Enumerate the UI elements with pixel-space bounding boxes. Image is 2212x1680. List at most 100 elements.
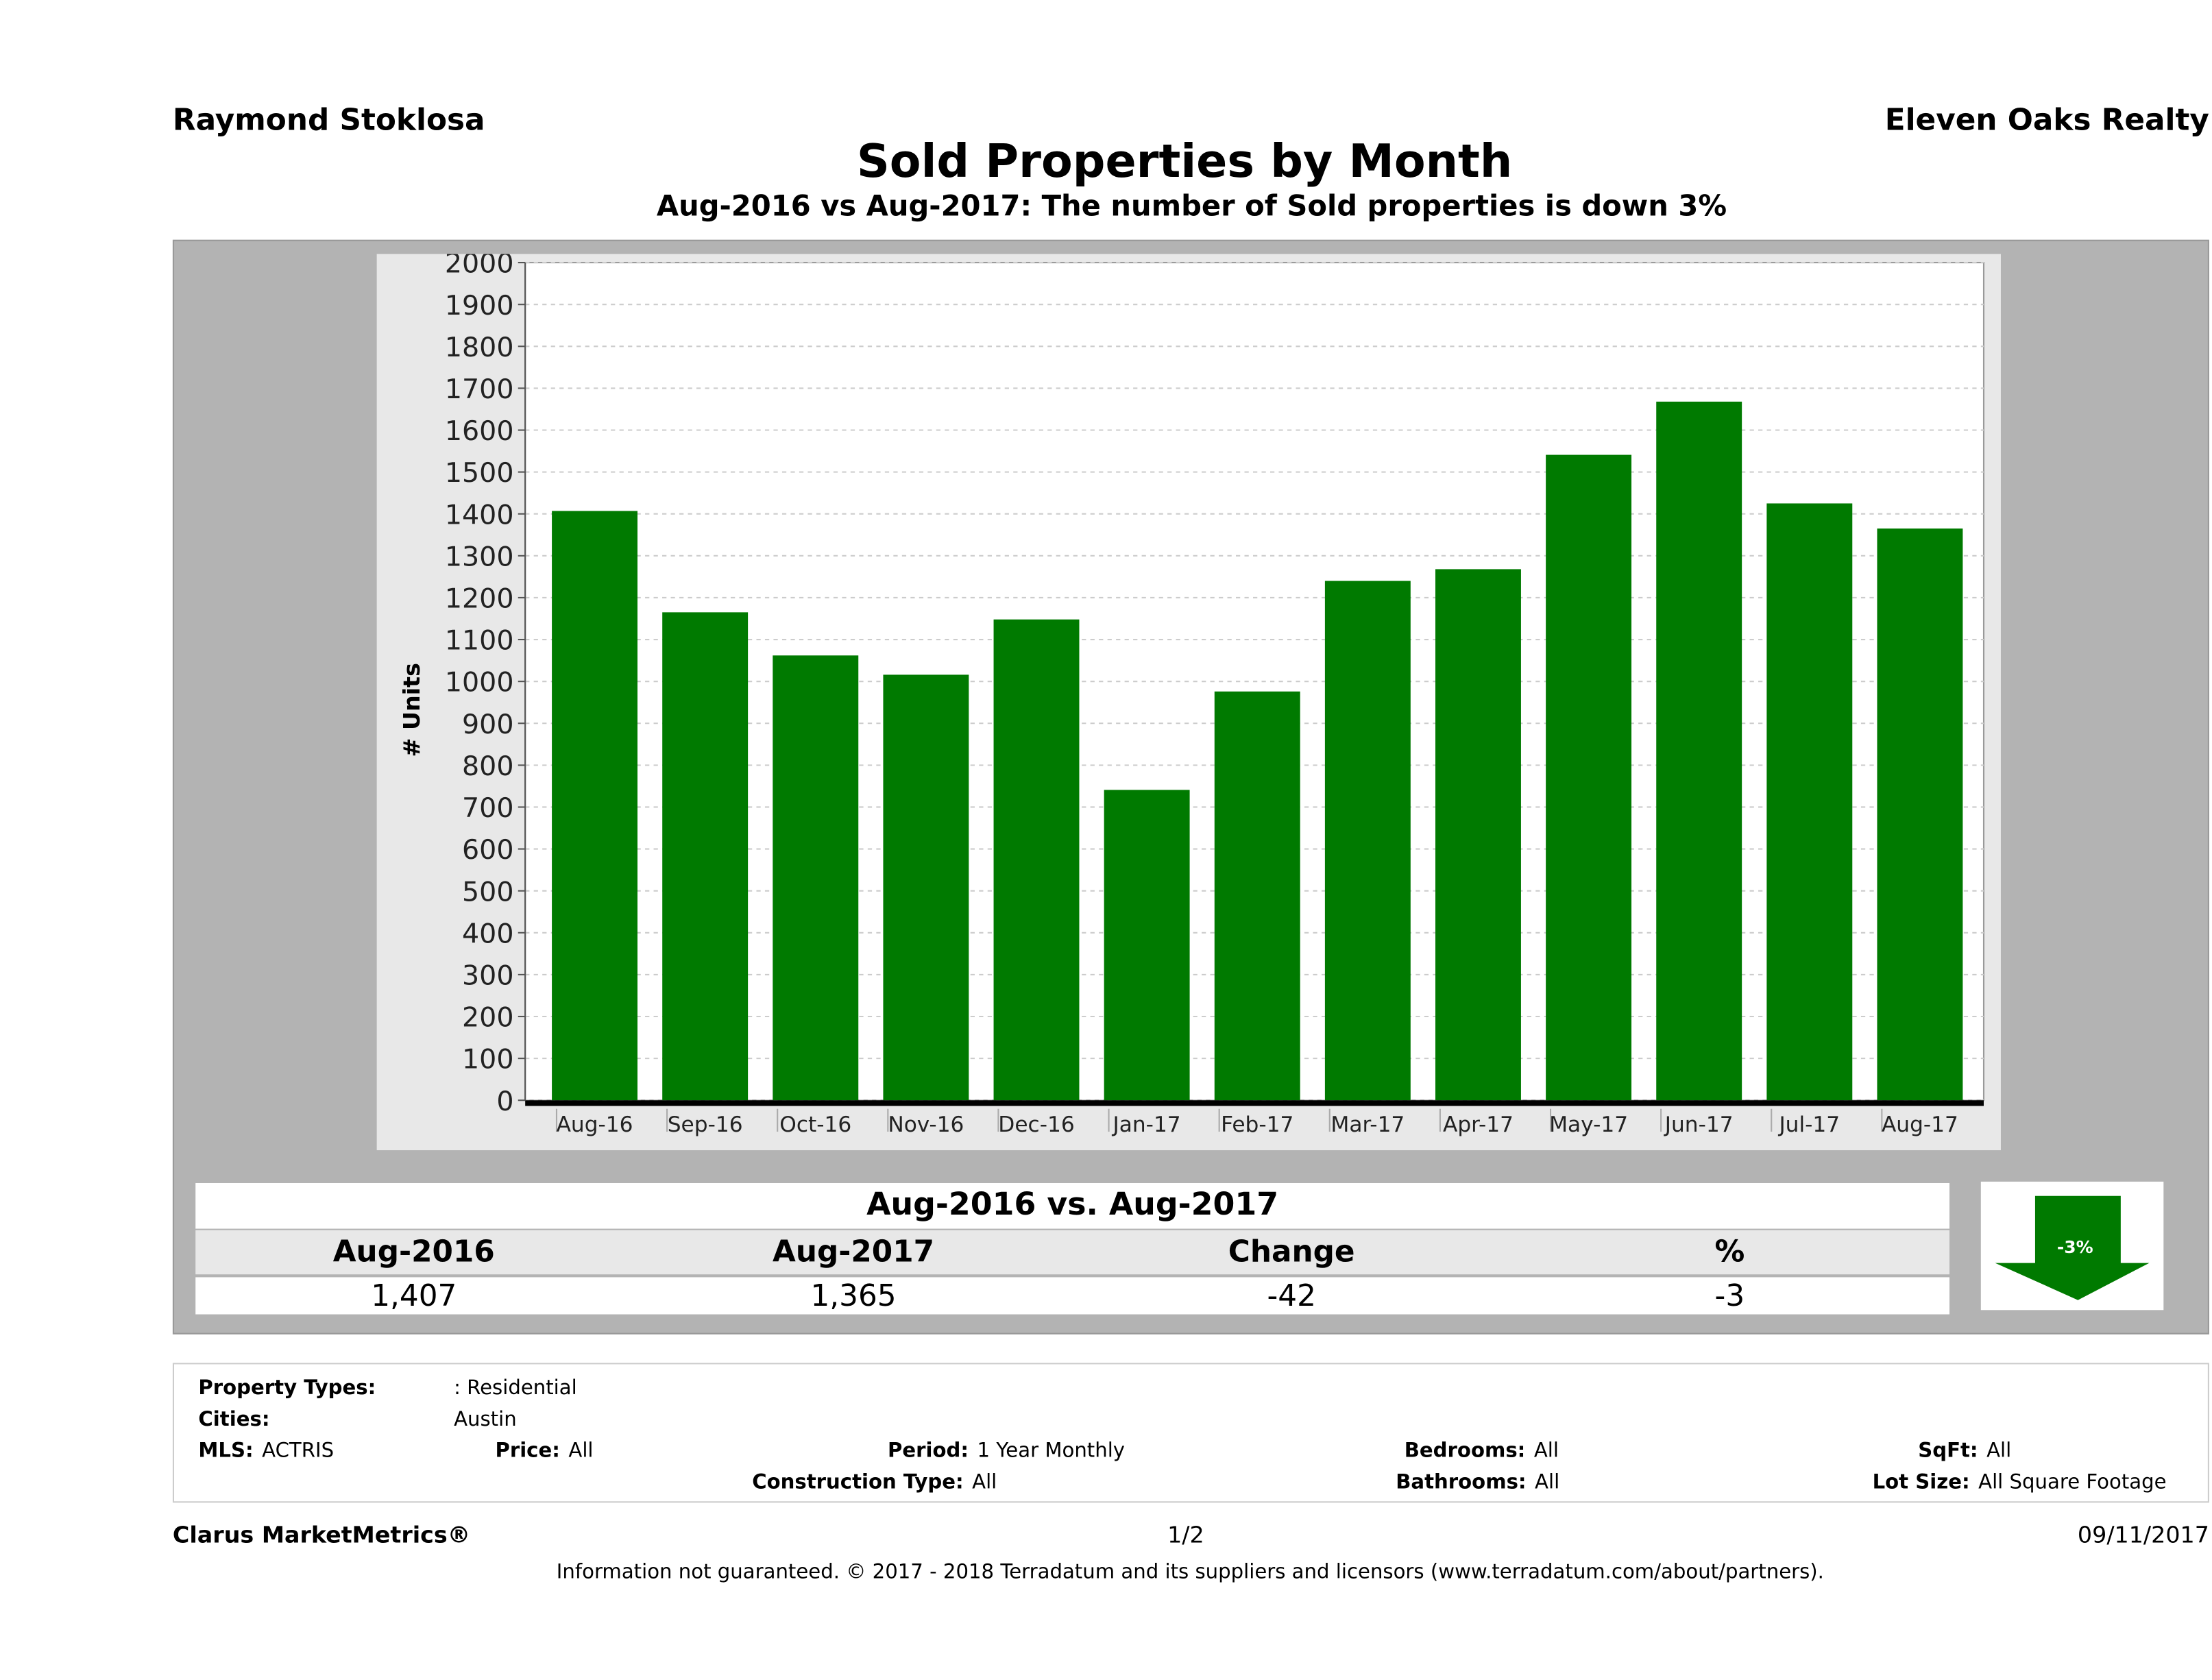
value: All: [972, 1471, 997, 1494]
y-tick-label: 1000: [445, 667, 514, 698]
y-tick-label: 100: [462, 1044, 513, 1075]
label: Property Types:: [198, 1377, 376, 1400]
y-tick-label: 1700: [445, 374, 514, 405]
label: MLS:: [198, 1439, 254, 1463]
x-tick-label: Nov-16: [888, 1112, 964, 1137]
bar: [1214, 691, 1300, 1101]
label: Period:: [888, 1439, 969, 1463]
x-tick-label: Feb-17: [1221, 1112, 1293, 1137]
bar: [1324, 581, 1411, 1101]
x-tick-label: May-17: [1549, 1112, 1628, 1137]
bar-chart: 0 100 200 300 400 500 600 700 800 900 1000 1100 1200…: [398, 254, 1985, 1137]
filter-criteria: Property Types: : Residential Cities: Au…: [172, 1363, 2209, 1503]
x-tick-label: Sep-16: [668, 1112, 743, 1137]
summary-header: Change: [1228, 1234, 1355, 1269]
summary-title: Aug-2016 vs. Aug-2017: [195, 1182, 1950, 1229]
bar: [773, 655, 859, 1101]
y-tick-label: 600: [462, 834, 513, 866]
value: 1 Year Monthly: [977, 1439, 1126, 1463]
y-tick-label: 1800: [445, 332, 514, 363]
value: All: [1533, 1439, 1559, 1463]
y-axis-label: # Units: [398, 663, 425, 757]
y-tick-label: 2000: [445, 254, 514, 280]
value: Austin: [454, 1408, 517, 1432]
y-tick-label: 0: [496, 1086, 513, 1117]
summary-value: -42: [1267, 1278, 1316, 1313]
agent-name: Raymond Stoklosa: [172, 102, 485, 137]
y-tick-label: 1300: [445, 541, 514, 572]
change-badge: -3%: [2057, 1237, 2093, 1257]
x-tick-label: Jun-17: [1664, 1112, 1734, 1137]
disclaimer: Information not guaranteed. © 2017 - 201…: [556, 1561, 1824, 1585]
label: Construction Type:: [752, 1471, 964, 1494]
filter-period: Period: 1 Year Monthly: [888, 1439, 1125, 1464]
bar: [662, 612, 749, 1101]
y-tick-label: 400: [462, 918, 513, 949]
y-tick-label: 200: [462, 1002, 513, 1034]
bar: [552, 511, 638, 1101]
x-tick-label: Mar-17: [1330, 1112, 1405, 1137]
footer-brand: Clarus MarketMetrics®: [172, 1521, 471, 1548]
label: Lot Size:: [1872, 1471, 1970, 1494]
filter-lot-size: Lot Size: All Square Footage: [1873, 1470, 2167, 1495]
bar: [1877, 528, 1963, 1101]
bar: [883, 674, 969, 1101]
label: Bedrooms:: [1404, 1439, 1526, 1463]
bar: [1656, 401, 1742, 1101]
value: : Residential: [454, 1377, 577, 1400]
page-number: 1/2: [1167, 1521, 1204, 1548]
summary-header: Aug-2017: [772, 1234, 935, 1269]
y-tick-label: 1100: [445, 625, 514, 657]
report-title: Sold Properties by Month: [856, 134, 1513, 188]
y-tick-label: 300: [462, 960, 513, 991]
summary-value: 1,365: [810, 1278, 897, 1313]
x-tick-label: Jan-17: [1112, 1112, 1181, 1137]
bar: [1104, 790, 1190, 1101]
y-tick-label: 1400: [445, 499, 514, 531]
summary-header: %: [1714, 1234, 1745, 1269]
summary-header: Aug-2016: [332, 1234, 495, 1269]
report-subtitle: Aug-2016 vs Aug-2017: The number of Sold…: [656, 188, 1727, 223]
y-tick-label: 900: [462, 709, 513, 740]
bar: [993, 619, 1080, 1101]
summary-value: 1,407: [371, 1278, 457, 1313]
value: All: [1986, 1439, 2012, 1463]
bar: [1766, 503, 1853, 1101]
summary-value-row: 1,407 1,365 -42 -3: [195, 1277, 1950, 1315]
bar: [1435, 569, 1521, 1101]
filter-mls: MLS: ACTRIS: [198, 1439, 334, 1464]
value: All: [568, 1439, 594, 1463]
y-tick-label: 1500: [445, 457, 514, 489]
x-tick-label: Oct-16: [779, 1112, 851, 1137]
filter-bathrooms: Bathrooms: All: [1396, 1470, 1559, 1495]
bar: [1546, 454, 1632, 1101]
change-indicator: -3%: [1980, 1181, 2164, 1311]
label: Price:: [495, 1439, 560, 1463]
label: Cities:: [198, 1408, 270, 1432]
value: All: [1535, 1471, 1560, 1494]
summary-header-row: Aug-2016 Aug-2017 Change %: [195, 1230, 1950, 1275]
summary-value: -3: [1714, 1278, 1745, 1313]
y-tick-label: 700: [462, 792, 513, 824]
x-tick-label: Dec-16: [998, 1112, 1074, 1137]
y-tick-label: 1200: [445, 583, 514, 615]
x-tick-label: Aug-16: [557, 1112, 633, 1137]
filter-construction: Construction Type: All: [752, 1470, 997, 1495]
down-arrow-icon: -3%: [1995, 1195, 2150, 1300]
value: All Square Footage: [1978, 1471, 2167, 1494]
brokerage-name: Eleven Oaks Realty: [1884, 102, 2209, 137]
x-tick-label: Jul-17: [1777, 1112, 1840, 1137]
y-tick-label: 1900: [445, 290, 514, 321]
x-tick-label: Aug-17: [1882, 1112, 1958, 1137]
y-tick-label: 800: [462, 751, 513, 782]
filter-sqft: SqFt: All: [1918, 1439, 2011, 1464]
x-tick-label: Apr-17: [1443, 1112, 1514, 1137]
y-tick-label: 500: [462, 876, 513, 908]
label: SqFt:: [1918, 1439, 1978, 1463]
filter-price: Price: All: [495, 1439, 593, 1464]
filter-bedrooms: Bedrooms: All: [1405, 1439, 1559, 1464]
value: ACTRIS: [262, 1439, 335, 1463]
y-tick-label: 1600: [445, 415, 514, 447]
report-date: 09/11/2017: [2077, 1521, 2209, 1548]
